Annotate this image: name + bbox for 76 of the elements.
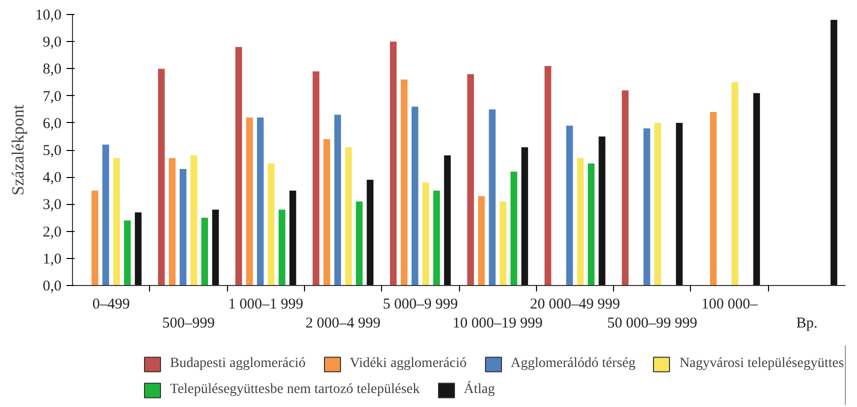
y-tick-label: 7,0	[42, 88, 62, 105]
legend-label: Nagyvárosi településegyüttes	[679, 355, 844, 373]
y-axis-title: Százalékpont	[8, 104, 28, 196]
y-tick-label: 8,0	[42, 62, 62, 78]
bar	[478, 196, 485, 286]
bar	[732, 82, 738, 286]
bar	[212, 210, 219, 286]
y-tick-label: 1,0	[42, 251, 62, 268]
legend-label: Átlag	[464, 381, 495, 399]
bar	[102, 144, 110, 286]
y-tick-label: 2,0	[42, 224, 62, 240]
bar	[158, 68, 165, 286]
legend-label: Agglomerálódó térség	[510, 355, 636, 373]
bar	[134, 212, 142, 286]
bar	[356, 201, 363, 286]
bar	[390, 42, 397, 286]
bar	[433, 190, 440, 286]
y-tick-label: 5,0	[42, 143, 62, 159]
x-tick-label: 5 000–9 999	[382, 296, 458, 312]
y-tick-label: 0,0	[42, 278, 62, 294]
bar	[488, 109, 496, 286]
legend-label: Településegyüttesbe nem tartozó települések	[170, 381, 420, 399]
bar	[289, 190, 296, 286]
bar	[622, 90, 629, 286]
bar	[521, 147, 528, 286]
bar	[830, 20, 838, 286]
x-tick-label: 20 000–49 999	[530, 296, 620, 312]
bar	[598, 136, 606, 286]
bar	[268, 164, 275, 286]
bar	[676, 122, 683, 286]
bar	[566, 126, 573, 286]
bar	[412, 106, 418, 286]
bar	[113, 158, 120, 286]
legend-label: Budapesti agglomeráció	[170, 355, 306, 373]
bar	[577, 158, 584, 286]
bar	[544, 66, 552, 286]
x-tick-label: 1 000–1 999	[228, 296, 304, 312]
bar	[92, 190, 98, 286]
bar	[444, 155, 451, 286]
bar	[246, 117, 253, 286]
bar	[710, 112, 717, 286]
x-tick-label: Bp.	[796, 316, 818, 332]
x-tick-label: 500–999	[162, 316, 215, 332]
bar	[654, 122, 662, 286]
x-tick-label: 0–499	[92, 296, 130, 312]
bar	[180, 168, 186, 286]
y-tick-label: 6,0	[42, 116, 62, 132]
y-tick-label: 3,0	[42, 197, 62, 214]
bar	[422, 182, 430, 286]
x-tick-label: 100 000–	[701, 296, 758, 312]
x-tick-label: 10 000–19 999	[452, 316, 543, 332]
bar	[312, 71, 320, 286]
bar	[201, 218, 208, 286]
legend-label: Vidéki agglomeráció	[350, 355, 467, 373]
bar	[256, 117, 264, 286]
x-tick-label: 2 000–4 999	[306, 316, 381, 332]
bar	[366, 180, 374, 286]
bar	[467, 74, 474, 286]
bar	[235, 47, 242, 286]
bar	[278, 210, 286, 286]
bar	[588, 164, 595, 286]
bar	[643, 128, 650, 286]
y-tick-label: 4,0	[42, 170, 62, 186]
bar	[334, 114, 341, 286]
bar	[323, 139, 330, 286]
bar	[345, 147, 352, 286]
bar	[400, 80, 408, 286]
bar	[190, 155, 198, 286]
y-tick-label: 9,0	[42, 34, 62, 51]
bar	[510, 172, 518, 286]
bar	[168, 158, 176, 286]
bar	[124, 220, 131, 286]
y-tick-label: 10,0	[35, 8, 62, 24]
bar	[753, 93, 760, 286]
bar	[500, 201, 506, 286]
x-tick-label: 50 000–99 999	[607, 316, 698, 332]
